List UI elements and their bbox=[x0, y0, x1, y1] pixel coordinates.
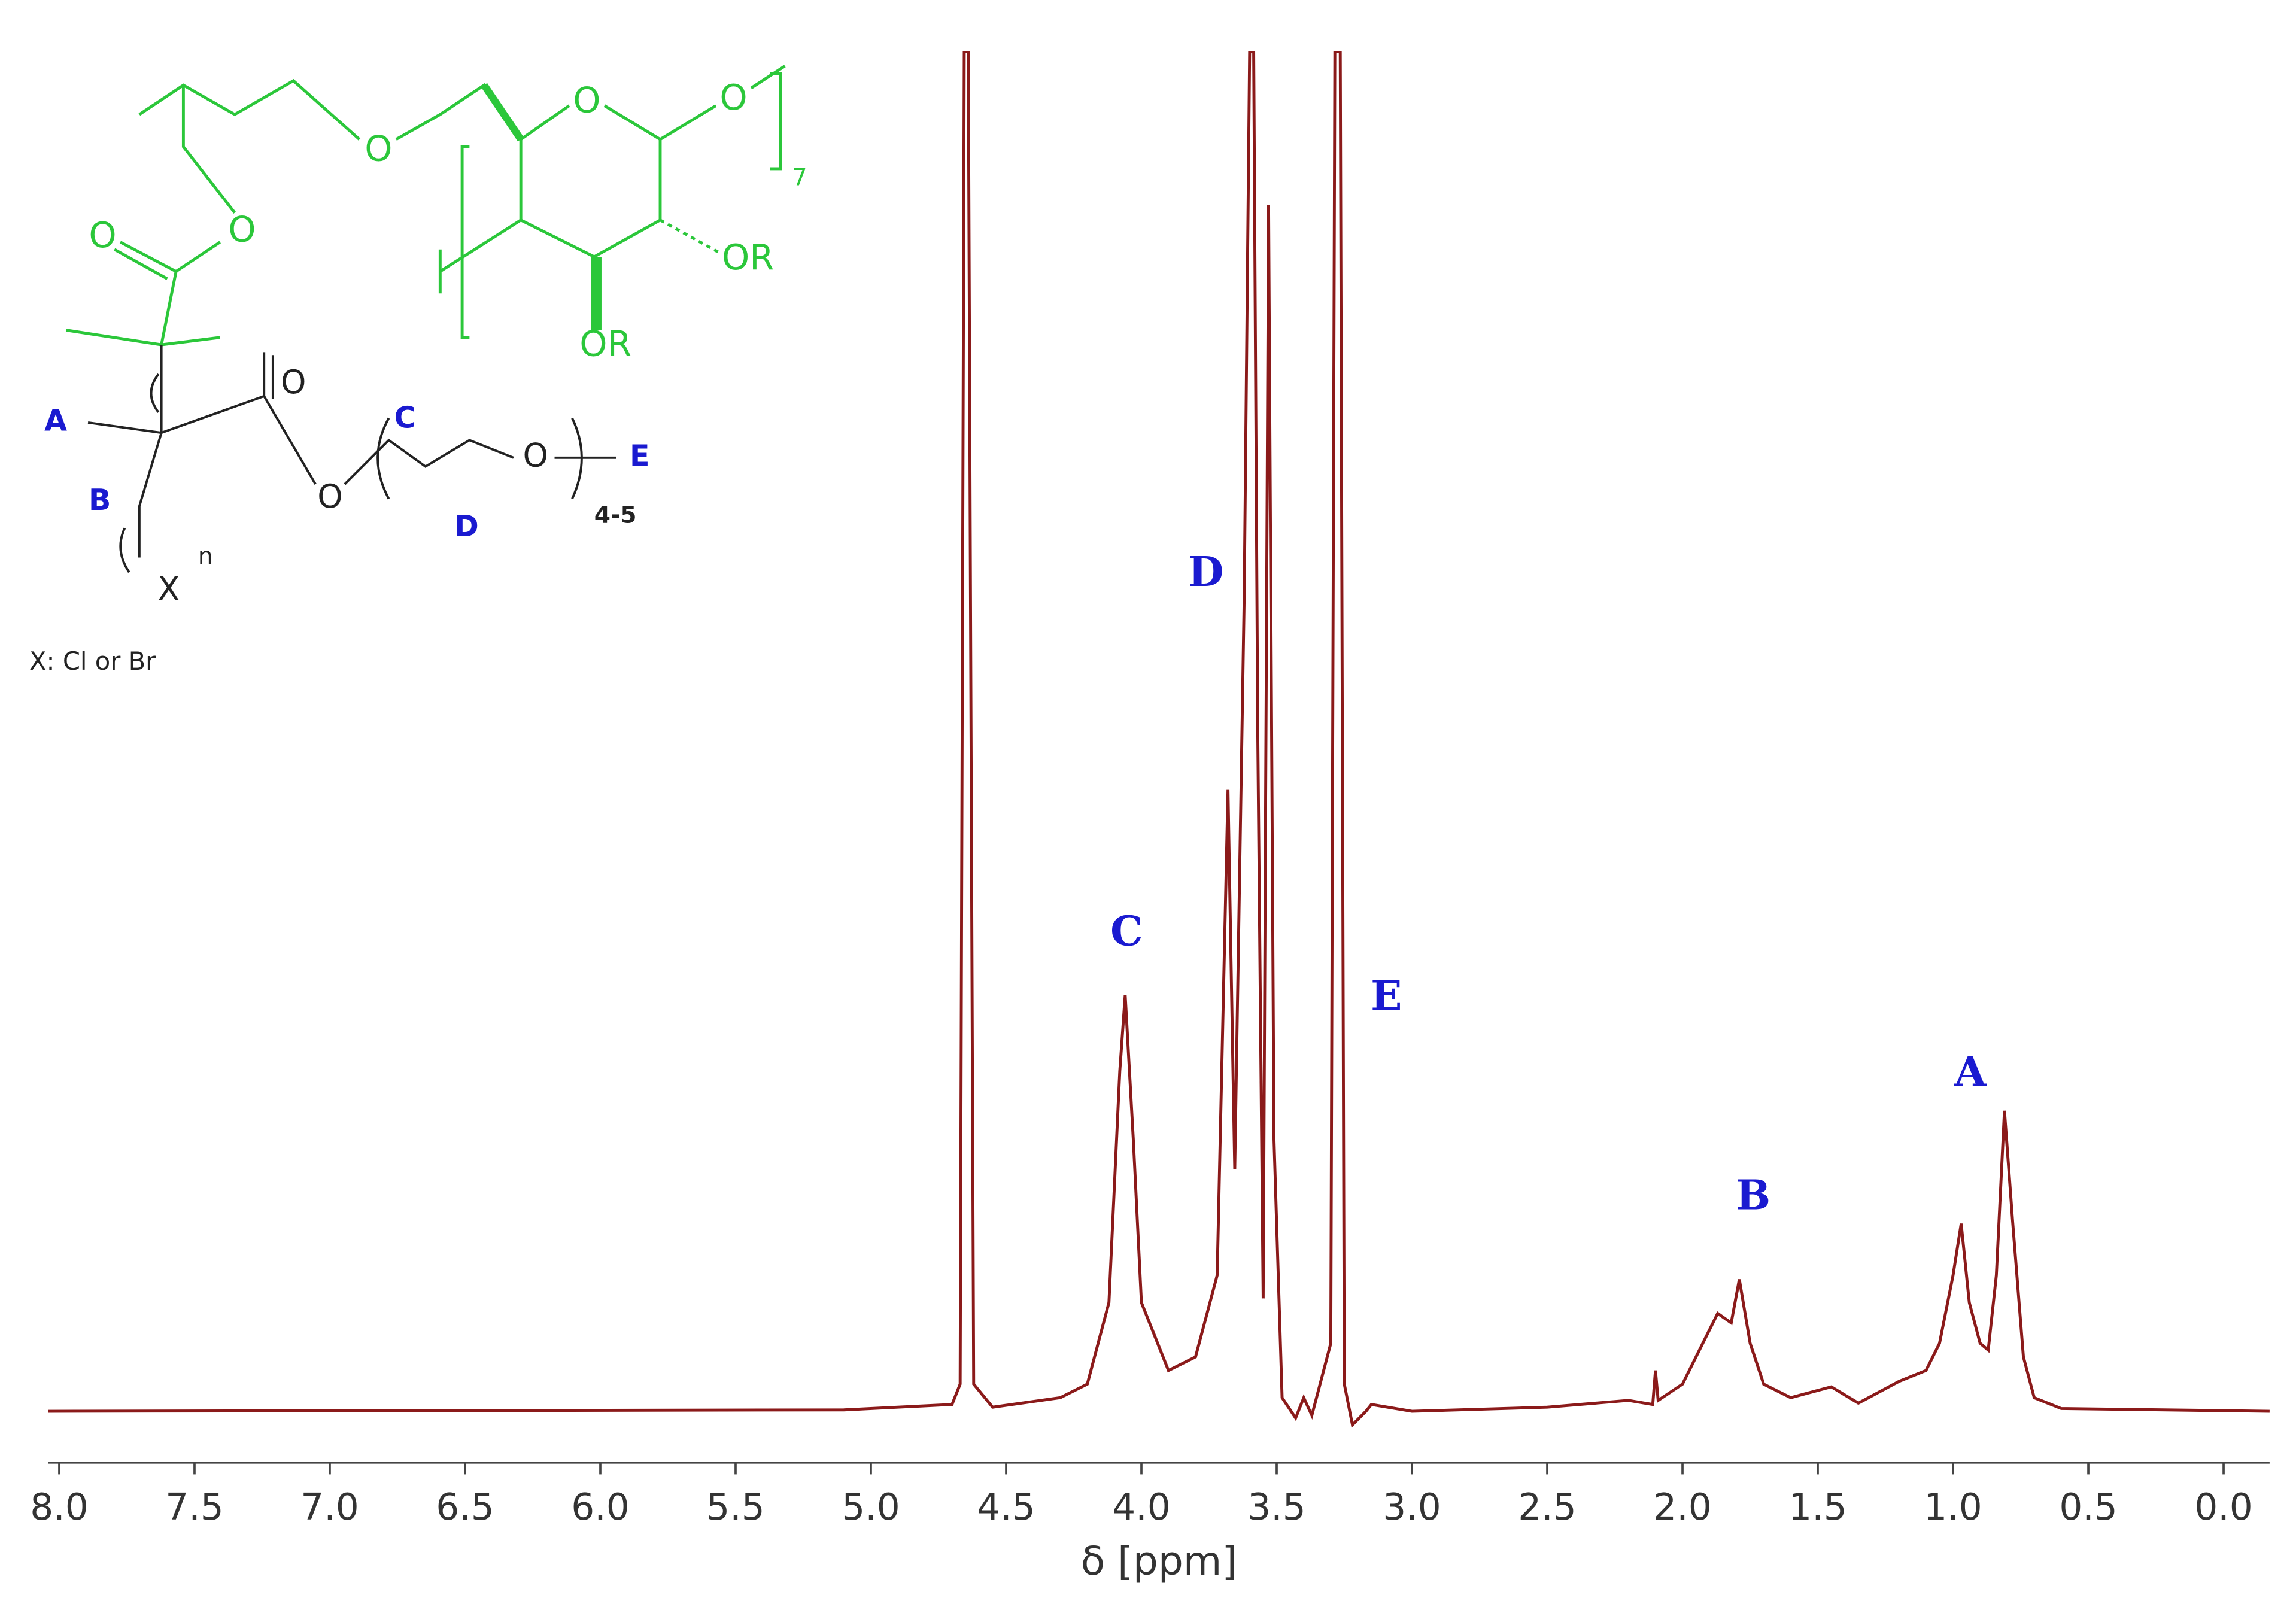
label: B bbox=[89, 482, 111, 517]
bonds bbox=[87, 345, 616, 573]
atom: X bbox=[157, 570, 180, 607]
wedge-bond bbox=[591, 256, 602, 330]
peak-label: D bbox=[1188, 548, 1224, 596]
atom: O bbox=[317, 478, 342, 515]
subscript: 7 bbox=[792, 165, 807, 192]
atom: O bbox=[281, 363, 306, 401]
x-tick-label: 2.5 bbox=[1518, 1486, 1576, 1529]
x-tick-label: 1.0 bbox=[1924, 1486, 1982, 1529]
x-tick-label: 4.5 bbox=[977, 1486, 1035, 1529]
x-tick-label: 3.0 bbox=[1383, 1486, 1441, 1529]
x-tick-label: 6.0 bbox=[571, 1486, 629, 1529]
atom: O bbox=[573, 80, 600, 121]
x-tick-label: 7.5 bbox=[165, 1486, 223, 1529]
x-tick-label: 5.5 bbox=[706, 1486, 764, 1529]
peak-label: B bbox=[1736, 1172, 1770, 1220]
subscript: 4-5 bbox=[594, 502, 637, 528]
atom: O bbox=[523, 436, 548, 474]
x-tick-label: 6.5 bbox=[436, 1486, 494, 1529]
hash-bond bbox=[659, 218, 720, 254]
label: E bbox=[630, 438, 649, 473]
atom: OR bbox=[579, 323, 631, 364]
x-axis-label: δ [ppm] bbox=[1081, 1538, 1238, 1584]
x-tick-label: 7.0 bbox=[300, 1486, 359, 1529]
spectrum bbox=[48, 51, 2270, 1428]
atom: O bbox=[365, 128, 392, 169]
label: A bbox=[44, 403, 67, 438]
x-tick-label: 2.0 bbox=[1653, 1486, 1711, 1529]
label: D bbox=[454, 509, 479, 543]
x-tick-label: 4.0 bbox=[1112, 1486, 1170, 1529]
label: C bbox=[394, 400, 416, 435]
x-tick-label: 1.5 bbox=[1788, 1486, 1846, 1529]
note: X: Cl or Br bbox=[29, 646, 156, 676]
x-tick-label: 5.0 bbox=[842, 1486, 900, 1529]
atom: O bbox=[89, 214, 116, 256]
atom: O bbox=[719, 77, 747, 118]
x-tick-label: 8.0 bbox=[30, 1486, 88, 1529]
x-tick-label: 3.5 bbox=[1247, 1486, 1305, 1529]
x-tick-label: 0.0 bbox=[2194, 1486, 2252, 1529]
atom: O bbox=[228, 208, 256, 250]
wedge-bond bbox=[481, 83, 524, 142]
peak-label: C bbox=[1110, 907, 1143, 955]
atom: OR bbox=[722, 236, 774, 278]
x-tick-label: 0.5 bbox=[2059, 1486, 2117, 1529]
structure: O O O O O OR OR 7 A B C D E O O O n X 4-… bbox=[29, 65, 807, 676]
bonds bbox=[65, 65, 786, 347]
subscript: n bbox=[198, 543, 213, 570]
peak-label: E bbox=[1371, 972, 1402, 1020]
peak-label: A bbox=[1954, 1049, 1987, 1096]
